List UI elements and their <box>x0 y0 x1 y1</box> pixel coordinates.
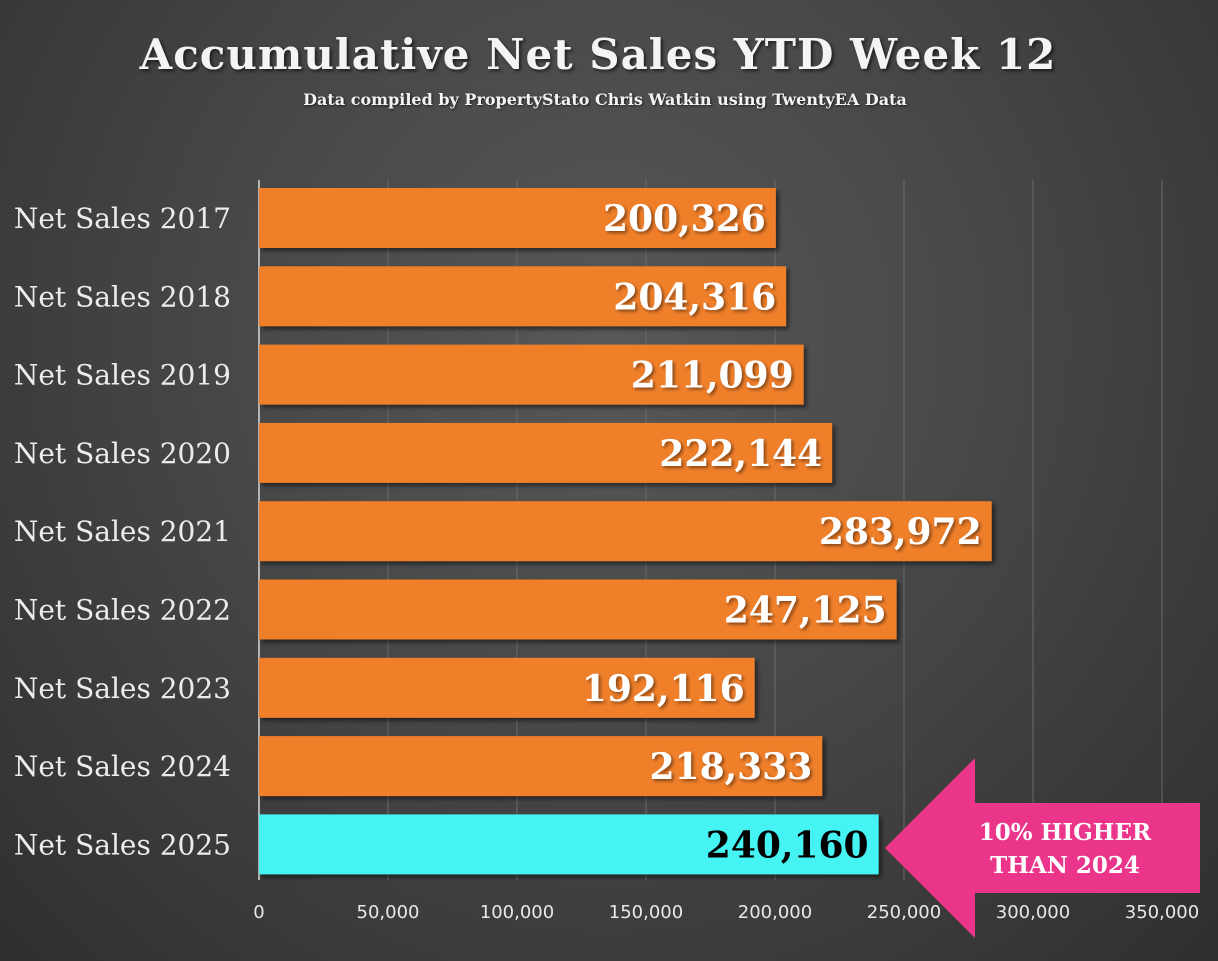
callout-text: 10% HIGHER <box>979 819 1152 846</box>
data-label: 192,116 <box>582 668 745 710</box>
x-tick-label: 250,000 <box>867 902 941 923</box>
data-label: 204,316 <box>613 276 776 318</box>
bar <box>259 657 755 718</box>
category-label: Net Sales 2022 <box>14 594 231 627</box>
bar <box>259 344 804 405</box>
bar <box>259 422 833 483</box>
callout: 10% HIGHER THAN 2024 <box>885 758 1200 938</box>
data-label: 247,125 <box>724 590 887 632</box>
category-label: Net Sales 2023 <box>14 672 231 705</box>
bar <box>259 814 879 875</box>
category-label: Net Sales 2017 <box>14 202 231 235</box>
x-tick-label: 50,000 <box>357 902 420 923</box>
category-label: Net Sales 2019 <box>14 359 231 392</box>
x-tick-label: 350,000 <box>1125 902 1199 923</box>
left-arrow-icon <box>885 758 1200 938</box>
category-label: Net Sales 2020 <box>14 437 231 470</box>
bar <box>259 266 787 327</box>
category-label: Net Sales 2025 <box>14 828 231 861</box>
x-tick-label: 200,000 <box>738 902 812 923</box>
x-tick-label: 300,000 <box>996 902 1070 923</box>
category-label: Net Sales 2018 <box>14 280 231 313</box>
callout-text: THAN 2024 <box>990 852 1140 879</box>
x-tick-label: 150,000 <box>609 902 683 923</box>
category-label: Net Sales 2024 <box>14 750 231 783</box>
category-label: Net Sales 2021 <box>14 515 231 548</box>
data-label: 222,144 <box>659 433 822 475</box>
x-tick-label: 0 <box>253 902 264 923</box>
chart-subtitle: Data compiled by PropertyStato Chris Wat… <box>303 90 907 109</box>
bar <box>259 579 897 640</box>
bar <box>259 188 776 248</box>
x-tick-label: 100,000 <box>480 902 554 923</box>
data-label: 240,160 <box>706 824 869 866</box>
data-label: 283,972 <box>819 511 982 553</box>
bar <box>259 501 992 562</box>
data-label: 200,326 <box>603 198 766 240</box>
bar <box>259 736 823 797</box>
chart-title: Accumulative Net Sales YTD Week 12 <box>139 30 1057 79</box>
data-label: 211,099 <box>631 355 794 397</box>
bars: Net Sales 2017 200,326 Net Sales 2018 204,3… <box>14 188 992 875</box>
data-label: 218,333 <box>649 746 812 788</box>
